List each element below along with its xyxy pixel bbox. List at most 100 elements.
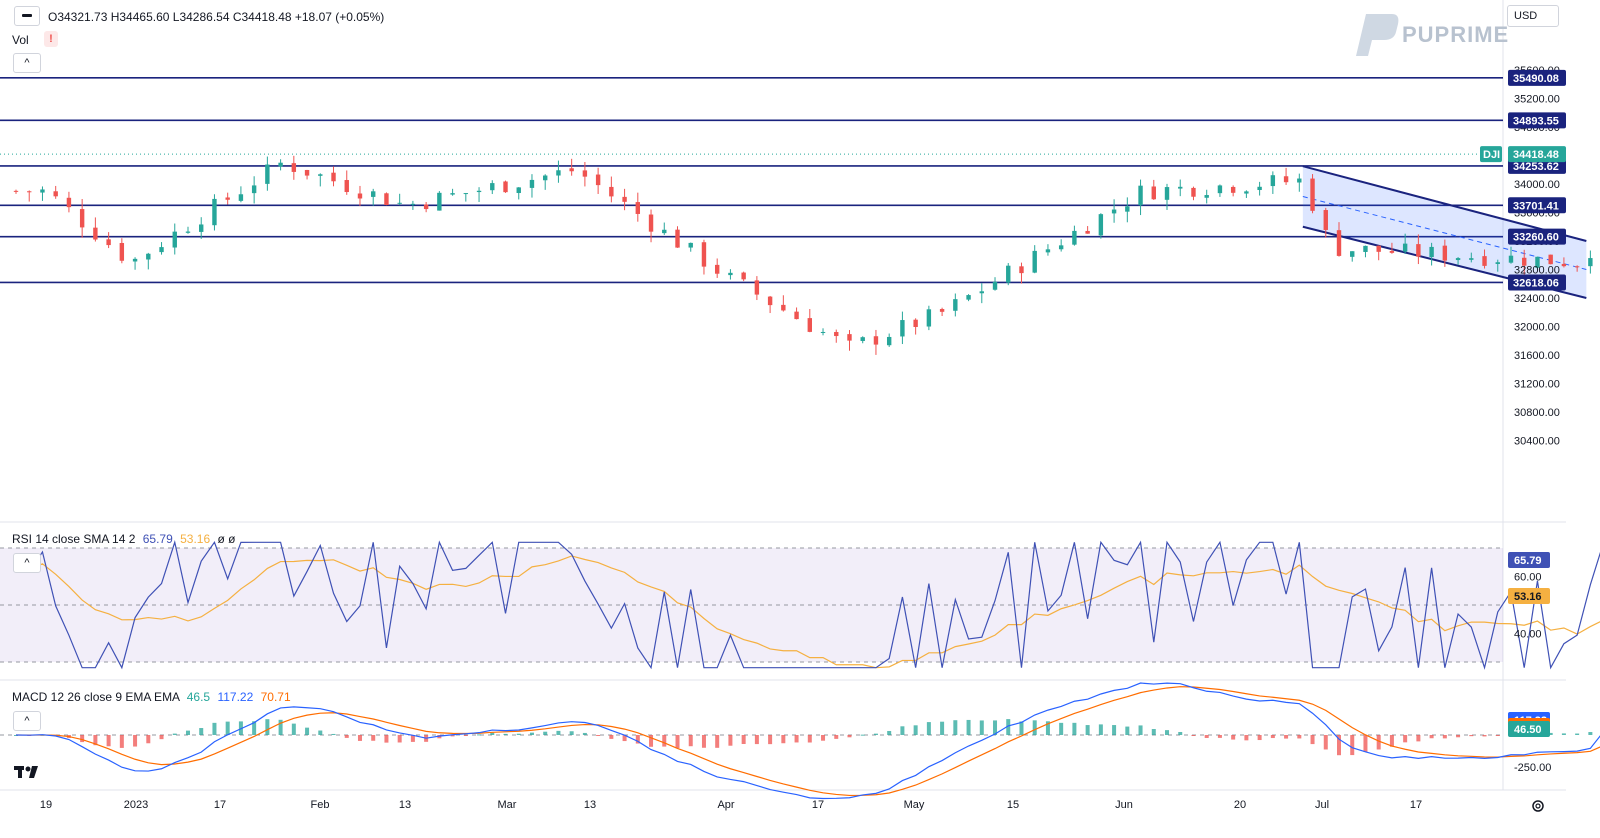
candle-body [1072, 230, 1077, 245]
candle-body [1297, 178, 1302, 183]
macd-histogram-bar [622, 735, 627, 742]
candle-body [635, 202, 641, 214]
rsi-extra: ø ø [217, 532, 236, 546]
candle-body [490, 183, 495, 191]
candle-body [1508, 255, 1514, 263]
macd-pane [0, 682, 1600, 800]
candle-body [291, 163, 297, 172]
warning-icon[interactable]: ! [44, 31, 58, 47]
macd-histogram-bar [675, 735, 680, 749]
rsi-pane [0, 539, 1600, 670]
candle-body [66, 197, 72, 208]
level-tag [1508, 274, 1566, 291]
macd-histogram-bar [1112, 725, 1117, 735]
settings-gear-icon[interactable] [1530, 798, 1546, 814]
candle-body [1257, 186, 1262, 191]
candle-body [1522, 257, 1527, 266]
last-price-tag [1508, 146, 1566, 163]
macd-collapse-button[interactable]: ^ [13, 711, 41, 731]
macd-histogram-bar [1217, 735, 1222, 738]
candle-body [146, 253, 151, 260]
macd-histogram-bar [979, 720, 984, 735]
level-tag-label: 34893.55 [1513, 115, 1559, 127]
macd-histogram-bar [318, 730, 323, 735]
candle-body [622, 196, 627, 202]
candle-body [1455, 258, 1461, 261]
candle-body [556, 170, 561, 176]
symbol-tag-label: DJI [1483, 149, 1500, 161]
macd-histogram-bar [1019, 721, 1024, 735]
rsi-tag-label: 65.79 [1514, 555, 1542, 567]
candle-body [728, 272, 733, 276]
macd-histogram-bar [1548, 732, 1553, 735]
time-tick-label: 19 [40, 799, 52, 811]
candle-body [1125, 206, 1130, 212]
macd-histogram-bar [1363, 735, 1368, 752]
macd-histogram-bar [146, 735, 151, 744]
time-tick-label: 15 [1007, 799, 1019, 811]
candle-body [979, 291, 984, 294]
candle-body [1204, 195, 1209, 198]
rsi-collapse-button[interactable]: ^ [13, 553, 41, 573]
macd-histogram-bar [609, 735, 614, 739]
macd-histogram-bar [741, 735, 746, 744]
candle-body [1098, 214, 1104, 236]
macd-histogram-bar [1032, 720, 1037, 735]
candle-body [1244, 191, 1249, 194]
candle-body [1191, 187, 1196, 197]
candle-body [939, 309, 945, 312]
candle-body [701, 242, 707, 267]
macd-histogram-bar [701, 735, 706, 748]
macd-histogram-bar [993, 720, 998, 735]
macd-histogram-bar [1072, 722, 1077, 735]
currency-select[interactable]: USD [1507, 5, 1559, 27]
tradingview-logo-icon [14, 764, 44, 785]
macd-hist-value: 46.5 [186, 690, 211, 704]
candle-body [516, 187, 521, 194]
candle-body [1138, 185, 1143, 206]
macd-histogram-bar [847, 735, 852, 738]
candle-body [648, 214, 654, 232]
time-tick-label: Mar [498, 799, 517, 811]
candle-body [410, 203, 416, 205]
candle-body [13, 190, 19, 192]
candle-body [1270, 175, 1276, 187]
collapse-pane-button[interactable]: ^ [13, 53, 41, 73]
menu-button[interactable] [14, 6, 40, 26]
candle-body [847, 334, 852, 341]
macd-histogram-bar [278, 719, 283, 735]
level-tag-label: 33701.41 [1513, 200, 1559, 212]
candle-body [318, 174, 323, 176]
candle-body [106, 239, 111, 246]
macd-histogram-bar [410, 735, 415, 742]
macd-histogram-bar [1442, 735, 1447, 739]
candle-body [1363, 245, 1368, 252]
rsi-line [15, 539, 1600, 670]
macd-histogram-bar [635, 735, 640, 744]
candle-body [834, 332, 839, 337]
macd-histogram-bar [344, 735, 349, 738]
macd-histogram-bar [649, 735, 654, 747]
macd-signal-value: 70.71 [260, 690, 291, 704]
macd-histogram-bar [569, 731, 574, 735]
candle-body [1376, 245, 1381, 252]
candle-body [159, 247, 164, 253]
rsi-sma-tag [1508, 587, 1550, 604]
macd-histogram-bar [1337, 735, 1341, 756]
macd-histogram-bar [1231, 735, 1236, 740]
macd-histogram-bar [1151, 729, 1156, 735]
candle-body [172, 231, 177, 248]
rsi-tick-label: 40.00 [1514, 629, 1542, 641]
candle-body [675, 229, 680, 248]
candle-body [344, 180, 349, 193]
macd-line [15, 682, 1600, 800]
candle-body [437, 192, 442, 211]
candle-body [450, 193, 455, 195]
level-tag [1508, 69, 1566, 86]
candle-body [199, 224, 204, 232]
macd-histogram-bar [1006, 719, 1011, 735]
macd-legend: MACD 12 26 close 9 EMA EMA 46.5 117.22 7… [12, 690, 291, 704]
candle-body [807, 318, 812, 332]
candle-body [1561, 263, 1567, 267]
